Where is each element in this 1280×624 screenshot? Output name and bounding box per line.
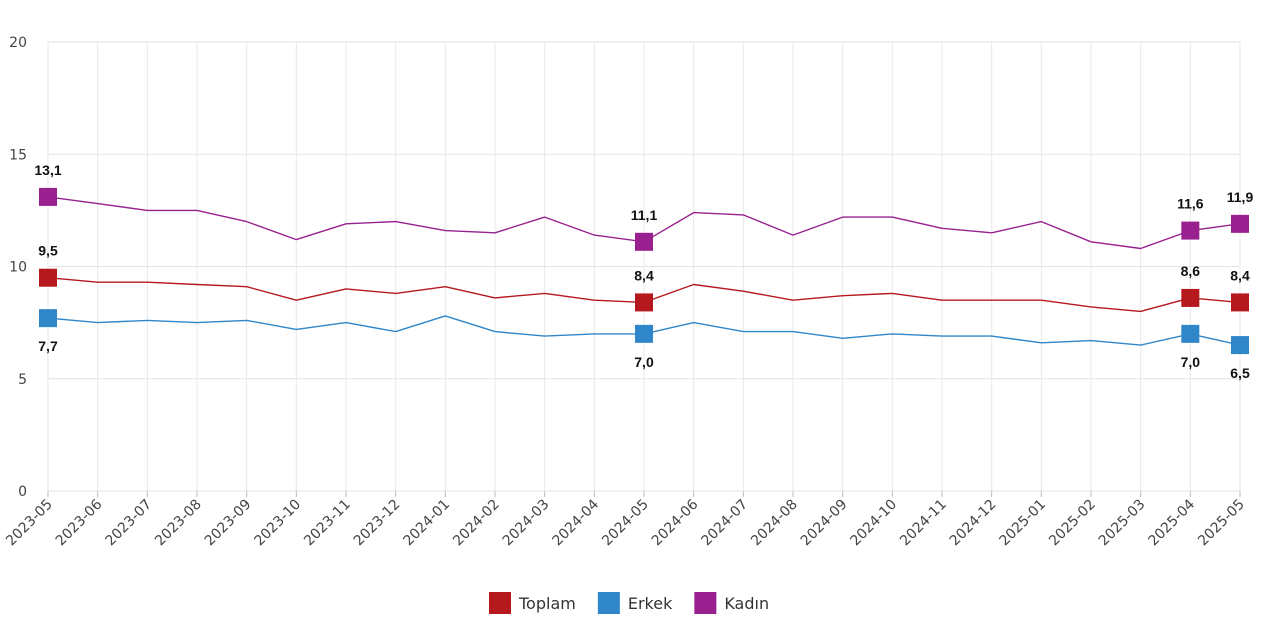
legend-item-kadın[interactable]: Kadın bbox=[694, 592, 769, 614]
data-marker-kadın[interactable] bbox=[635, 232, 653, 251]
x-tick-label: 2024-01 bbox=[400, 497, 453, 550]
y-tick-label: 15 bbox=[9, 147, 27, 163]
x-tick-label: 2023-11 bbox=[301, 497, 354, 550]
data-marker-erkek[interactable] bbox=[39, 309, 57, 328]
x-tick-label: 2023-09 bbox=[202, 497, 255, 550]
data-label: 8,6 bbox=[1181, 263, 1201, 279]
data-marker-kadın[interactable] bbox=[39, 187, 57, 206]
data-marker-erkek[interactable] bbox=[635, 324, 653, 343]
legend-swatch bbox=[597, 592, 620, 614]
legend-swatch bbox=[694, 592, 717, 614]
data-label: 6,5 bbox=[1230, 365, 1250, 381]
legend-label: Erkek bbox=[628, 594, 673, 613]
data-marker-toplam[interactable] bbox=[1231, 293, 1249, 312]
data-label: 11,6 bbox=[1177, 196, 1204, 212]
data-label: 7,0 bbox=[634, 354, 654, 370]
data-marker-toplam[interactable] bbox=[39, 268, 57, 287]
data-marker-kadın[interactable] bbox=[1231, 214, 1249, 233]
data-marker-erkek[interactable] bbox=[1231, 336, 1249, 355]
data-label: 7,7 bbox=[38, 338, 58, 354]
x-tick-label: 2023-12 bbox=[351, 497, 404, 550]
data-label: 13,1 bbox=[34, 162, 61, 178]
x-tick-label: 2023-05 bbox=[3, 497, 56, 550]
x-tick-label: 2025-04 bbox=[1145, 496, 1198, 549]
x-tick-label: 2025-03 bbox=[1096, 497, 1149, 550]
x-tick-label: 2024-05 bbox=[599, 497, 652, 550]
x-tick-label: 2024-12 bbox=[947, 497, 1000, 550]
x-tick-label: 2024-04 bbox=[549, 496, 602, 549]
x-tick-label: 2023-08 bbox=[152, 497, 205, 550]
x-tick-label: 2024-03 bbox=[500, 497, 553, 550]
x-tick-label: 2024-10 bbox=[847, 497, 900, 550]
data-label: 9,5 bbox=[38, 243, 58, 259]
x-tick-label: 2023-06 bbox=[53, 496, 106, 549]
x-tick-label: 2024-06 bbox=[649, 496, 702, 549]
y-axis: 0 5 10 15 20 bbox=[9, 35, 27, 500]
x-tick-label: 2024-11 bbox=[897, 497, 950, 550]
y-tick-label: 20 bbox=[9, 35, 27, 51]
data-label: 8,4 bbox=[1230, 267, 1250, 283]
data-label: 11,1 bbox=[631, 207, 658, 223]
data-labels: 9,5 8,4 8,6 8,4 7,7 7,0 7,0 6,5 13,1 11,1 11,6 11,9 bbox=[34, 162, 1253, 381]
data-marker-kadın[interactable] bbox=[1181, 221, 1200, 240]
markers bbox=[39, 187, 1249, 355]
legend-item-erkek[interactable]: Erkek bbox=[597, 592, 673, 614]
x-tick-label: 2024-09 bbox=[798, 497, 851, 550]
data-marker-toplam[interactable] bbox=[635, 293, 653, 312]
x-tick-label: 2025-02 bbox=[1046, 497, 1099, 550]
data-marker-erkek[interactable] bbox=[1181, 324, 1200, 343]
x-tick-label: 2023-07 bbox=[102, 497, 155, 550]
data-label: 11,9 bbox=[1227, 189, 1254, 205]
legend-label: Kadın bbox=[724, 594, 769, 613]
y-tick-label: 10 bbox=[9, 260, 27, 276]
x-tick-label: 2025-01 bbox=[996, 497, 1049, 550]
data-label: 7,0 bbox=[1181, 354, 1201, 370]
grid bbox=[47, 41, 1241, 492]
y-tick-label: 5 bbox=[18, 372, 27, 388]
x-axis: 2023-052023-062023-072023-082023-092023-… bbox=[3, 491, 1248, 549]
data-label: 8,4 bbox=[634, 267, 654, 283]
x-tick-label: 2024-07 bbox=[698, 497, 751, 550]
legend[interactable]: Toplam Erkek Kadın bbox=[489, 592, 769, 614]
legend-label: Toplam bbox=[518, 594, 576, 613]
x-tick-label: 2023-10 bbox=[251, 497, 304, 550]
x-tick-label: 2024-08 bbox=[748, 497, 801, 550]
x-tick-label: 2025-05 bbox=[1195, 497, 1248, 550]
legend-item-toplam[interactable]: Toplam bbox=[489, 592, 576, 614]
y-tick-label: 0 bbox=[18, 484, 27, 500]
legend-swatch bbox=[489, 592, 511, 614]
data-marker-toplam[interactable] bbox=[1181, 288, 1200, 307]
x-tick-label: 2024-02 bbox=[450, 497, 503, 550]
